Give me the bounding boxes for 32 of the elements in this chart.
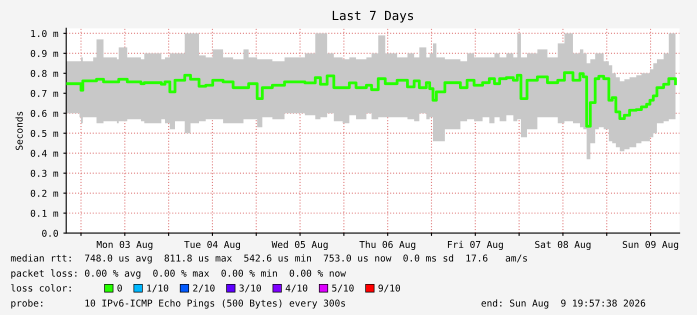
y-tick-label: 0.6 m: [30, 110, 58, 117]
x-tick-label: Mon 03 Aug: [96, 240, 152, 250]
x-tick-label: Wed 05 Aug: [272, 240, 328, 250]
text: packet loss: 0.00 % avg 0.00 % max 0.00 % min 0.00 % now: [11, 269, 346, 279]
y-tick-label: 0.9 m: [30, 50, 58, 58]
y-tick-label: 0.0: [42, 230, 58, 237]
legend-label: 5/10: [332, 284, 354, 292]
y-tick-label: 0.5 m: [30, 130, 58, 137]
text: end: Sun Aug 9 19:57:38 2026: [481, 299, 646, 309]
chart-title: Last 7 Days: [332, 10, 414, 23]
x-tick-label: Sat 08 Aug: [535, 240, 590, 250]
legend-label: 0: [117, 284, 122, 292]
x-tick-label: Tue 04 Aug: [184, 240, 240, 250]
y-tick-label: 0.4 m: [30, 150, 58, 157]
y-tick-label: 0.7 m: [30, 90, 58, 98]
text: median rtt: 748.0 us avg 811.8 us max 542.6 us min 753.0 us now 0.0 ms sd 17.6 am/s: [10, 254, 527, 264]
y-tick-label: 1.0 m: [31, 30, 58, 38]
x-tick-label: Thu 06 Aug: [359, 240, 416, 250]
legend-label: 3/10: [239, 284, 261, 292]
legend-label: 9/10: [378, 284, 400, 292]
text: probe: 10 IPv6-ICMP Echo Pings (500 Bytes) every 300s: [11, 299, 345, 309]
y-axis-title: Seconds: [15, 112, 23, 150]
legend-label: 1/10: [147, 284, 168, 292]
y-tick-label: 0.3 m: [30, 170, 58, 177]
legend-label: 2/10: [193, 284, 215, 292]
legend-title: loss color:: [11, 284, 71, 292]
y-tick-label: 0.1 m: [30, 210, 58, 217]
y-tick-label: 0.2 m: [30, 190, 58, 197]
y-tick-label: 0.8 m: [30, 70, 58, 78]
x-tick-label: Fri 07 Aug: [448, 240, 503, 250]
x-tick-label: Sun 09 Aug: [622, 240, 678, 250]
legend-label: 4/10: [286, 284, 308, 292]
